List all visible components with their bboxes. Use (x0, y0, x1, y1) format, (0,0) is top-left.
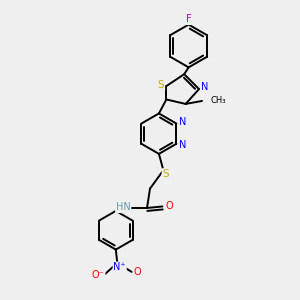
Text: S: S (158, 80, 164, 90)
Text: N: N (179, 140, 186, 150)
Text: F: F (186, 14, 192, 24)
Text: N: N (201, 82, 208, 92)
Text: CH₃: CH₃ (210, 97, 226, 106)
Text: O: O (134, 267, 141, 277)
Text: O: O (165, 202, 173, 212)
Text: O⁻: O⁻ (92, 270, 105, 280)
Text: N⁺: N⁺ (113, 262, 126, 272)
Text: S: S (162, 169, 169, 179)
Text: N: N (179, 117, 186, 127)
Text: HN: HN (116, 202, 130, 212)
